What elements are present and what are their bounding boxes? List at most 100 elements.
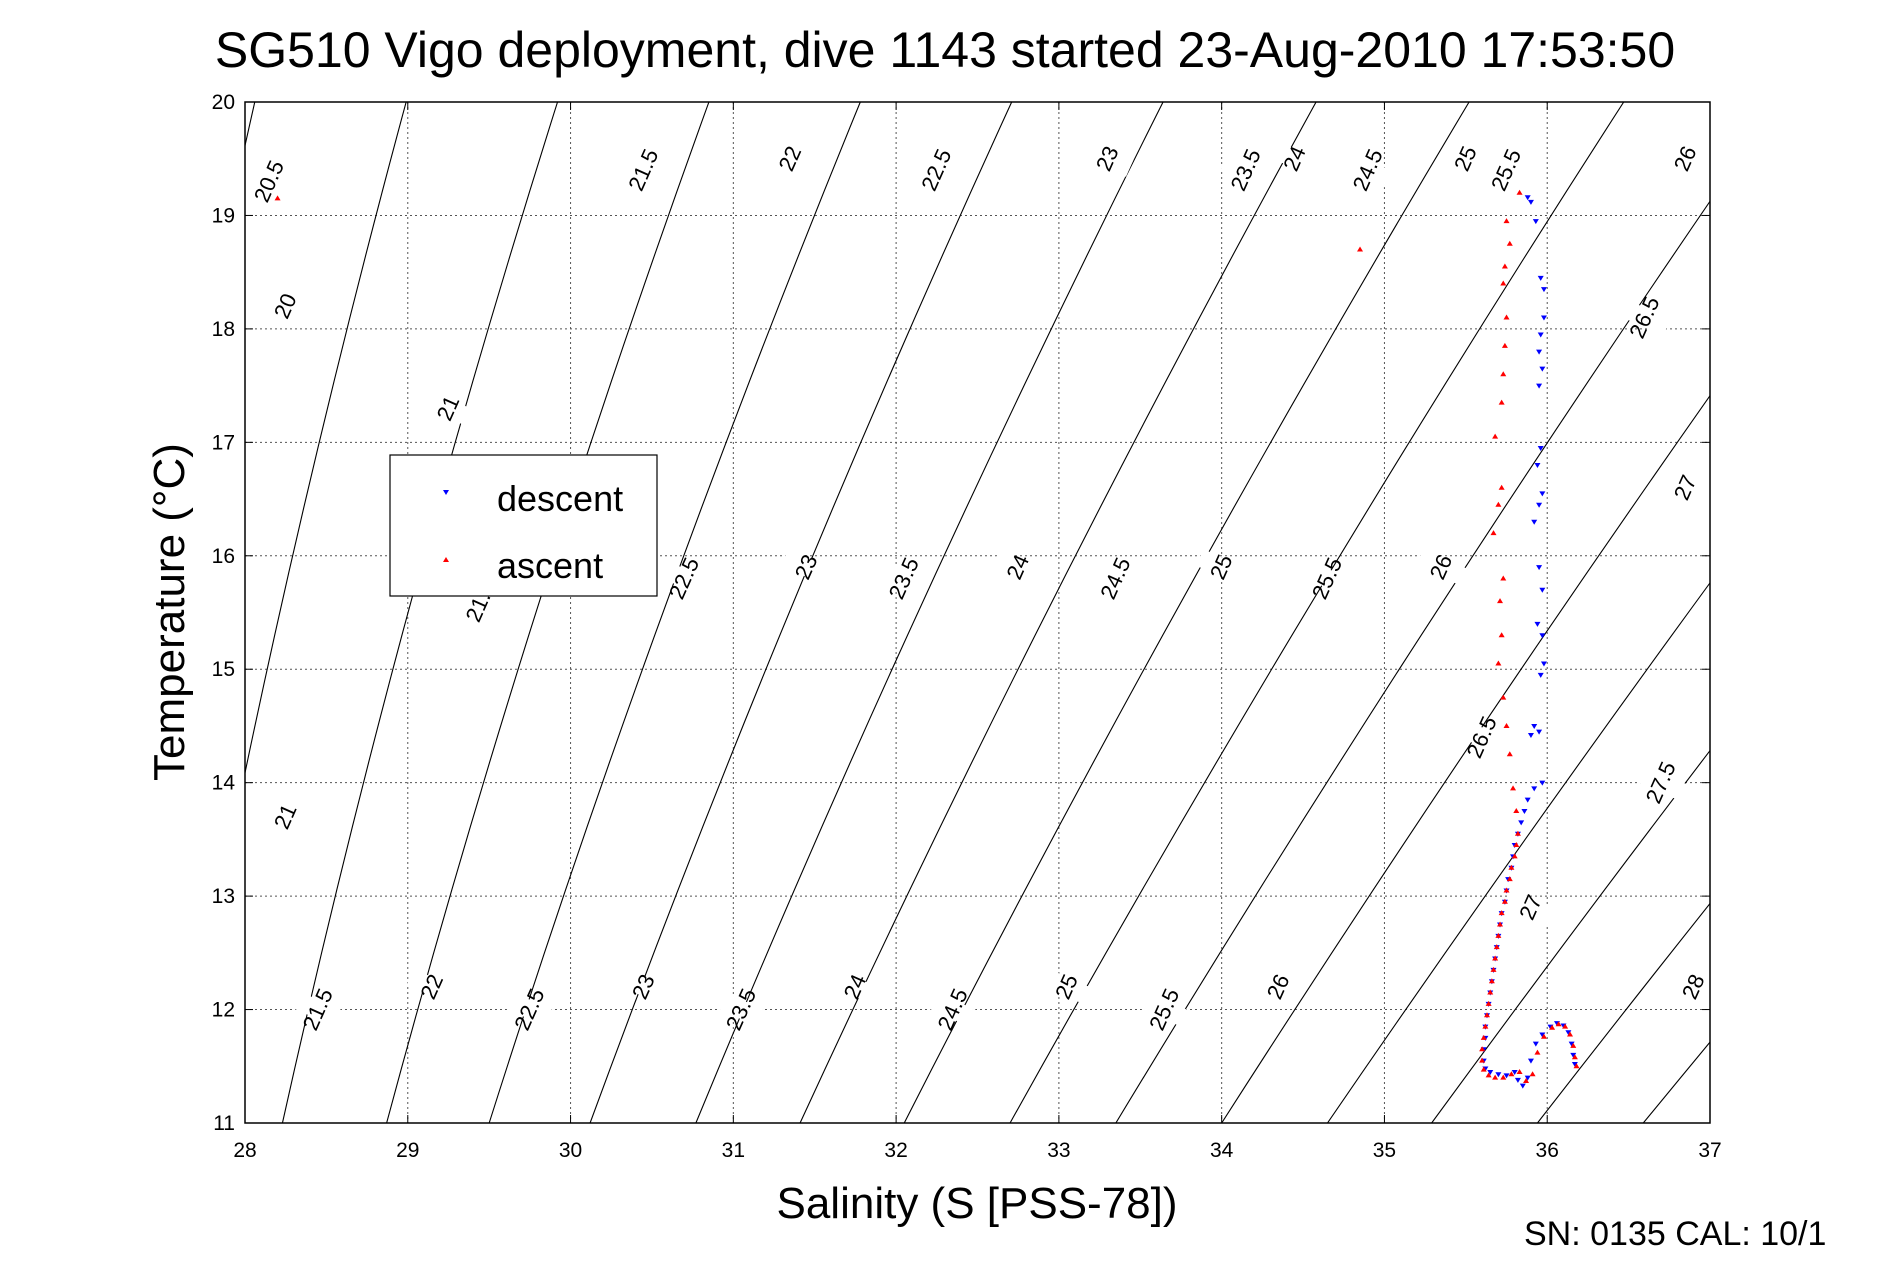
ascent-point bbox=[1501, 898, 1508, 904]
ascent-point bbox=[1516, 189, 1523, 195]
descent-point bbox=[1537, 332, 1544, 338]
isopycnal-line bbox=[488, 102, 861, 1123]
ascent-point bbox=[1495, 501, 1502, 507]
ascent-point bbox=[1508, 864, 1515, 870]
ascent-point bbox=[1540, 1033, 1547, 1039]
contour-label-bg bbox=[829, 968, 882, 1005]
y-tick-label: 15 bbox=[212, 658, 235, 681]
contour-label-bg bbox=[878, 560, 930, 597]
ascent-point bbox=[1483, 1012, 1490, 1018]
y-tick-label: 11 bbox=[213, 1112, 235, 1135]
isopycnal-line bbox=[695, 102, 1164, 1123]
isopycnal-line bbox=[245, 102, 407, 776]
ascent-point bbox=[1497, 598, 1504, 604]
descent-point bbox=[1518, 820, 1525, 826]
y-tick-label: 17 bbox=[212, 431, 235, 454]
ascent-point bbox=[1497, 921, 1504, 927]
ascent-point bbox=[1508, 1071, 1515, 1077]
descent-point bbox=[1519, 1083, 1526, 1089]
ascent-point bbox=[1490, 530, 1497, 536]
descent-point bbox=[1524, 195, 1531, 201]
isopycnal-line bbox=[1009, 102, 1625, 1123]
contour-label-bg bbox=[1505, 889, 1557, 926]
ascent-point bbox=[1480, 1066, 1487, 1072]
ascent-point bbox=[1503, 887, 1510, 893]
ascent-point bbox=[1511, 853, 1518, 859]
contour-label-bg bbox=[1440, 140, 1492, 177]
ascent-point bbox=[1516, 1068, 1523, 1074]
legend-descent-marker bbox=[443, 490, 449, 495]
x-axis-ticks: 28 29 30 31 32 33 34 35 36 37 bbox=[233, 102, 1722, 1162]
descent-point bbox=[1536, 383, 1543, 389]
descent-point bbox=[1531, 519, 1538, 525]
contour-label-bg bbox=[658, 560, 711, 597]
descent-point bbox=[1540, 287, 1547, 293]
ascent-point bbox=[1513, 842, 1520, 848]
contour-label-bg bbox=[1415, 549, 1468, 586]
descent-point bbox=[1537, 275, 1544, 281]
ascent-point bbox=[1498, 484, 1505, 490]
grid-lines bbox=[245, 102, 1710, 1123]
x-tick-label: 35 bbox=[1373, 1139, 1396, 1162]
ascent-point bbox=[1485, 1000, 1492, 1006]
isopycnal-line bbox=[1537, 902, 1710, 1123]
contour-label-bg bbox=[1220, 152, 1272, 189]
contour-label-bg bbox=[260, 288, 312, 325]
descent-point bbox=[1487, 1069, 1494, 1075]
descent-point bbox=[1540, 315, 1547, 321]
descent-point bbox=[1531, 786, 1538, 792]
descent-point bbox=[1527, 1058, 1534, 1064]
legend-ascent-marker bbox=[443, 557, 449, 562]
ascent-point bbox=[1506, 751, 1513, 757]
isopycnal-line bbox=[1115, 200, 1710, 1123]
ascent-point bbox=[1501, 263, 1508, 269]
contour-label-bg bbox=[1342, 152, 1394, 189]
ascent-point bbox=[1490, 966, 1497, 972]
x-tick-label: 28 bbox=[233, 1139, 256, 1162]
ascent-point bbox=[1549, 1024, 1556, 1030]
ascent-point bbox=[1493, 944, 1500, 950]
contour-label-bg bbox=[618, 968, 670, 1005]
contour-label-bg bbox=[1269, 140, 1321, 177]
legend: descent ascent bbox=[389, 454, 658, 597]
ascent-point bbox=[1534, 1049, 1541, 1055]
chart-title: SG510 Vigo deployment, dive 1143 started… bbox=[215, 22, 1675, 78]
x-tick-label: 31 bbox=[722, 1139, 745, 1162]
y-tick-label: 19 bbox=[212, 204, 235, 227]
descent-point bbox=[1539, 633, 1546, 639]
ascent-point bbox=[1479, 1057, 1486, 1063]
descent-point bbox=[1536, 502, 1543, 508]
ascent-point bbox=[1567, 1031, 1574, 1037]
contour-label-bg bbox=[1253, 968, 1305, 1005]
descent-point bbox=[1539, 587, 1546, 593]
y-tick-label: 20 bbox=[212, 91, 235, 114]
legend-ascent-label: ascent bbox=[497, 545, 603, 586]
isopycnal-line bbox=[1431, 749, 1710, 1123]
ascent-point bbox=[1500, 694, 1507, 700]
isopycnal-line bbox=[386, 102, 710, 1123]
descent-point bbox=[1527, 199, 1534, 205]
isopycnal-line bbox=[281, 102, 559, 1123]
ascent-point bbox=[1498, 399, 1505, 405]
descent-point bbox=[1532, 1041, 1539, 1047]
ascent-point bbox=[1555, 1021, 1562, 1027]
density-contours bbox=[245, 102, 1710, 1123]
ascent-point bbox=[1571, 1054, 1578, 1060]
series-ascent bbox=[274, 189, 1580, 1084]
contour-label-bg bbox=[260, 798, 312, 835]
descent-point bbox=[1531, 723, 1538, 729]
ascent-point bbox=[1492, 1074, 1499, 1080]
x-tick-label: 36 bbox=[1536, 1139, 1559, 1162]
ascent-point bbox=[1529, 1071, 1536, 1077]
contour-label-bg bbox=[715, 991, 768, 1028]
contour-label-bg bbox=[764, 140, 816, 177]
ascent-point bbox=[1503, 218, 1510, 224]
ascent-point bbox=[1506, 876, 1513, 882]
descent-point bbox=[1527, 733, 1534, 739]
contour-label-bg bbox=[1480, 152, 1533, 189]
legend-box bbox=[389, 454, 658, 597]
descent-point bbox=[1511, 1069, 1518, 1075]
ascent-point bbox=[1487, 989, 1494, 995]
isopycnal-line bbox=[589, 102, 1013, 1123]
